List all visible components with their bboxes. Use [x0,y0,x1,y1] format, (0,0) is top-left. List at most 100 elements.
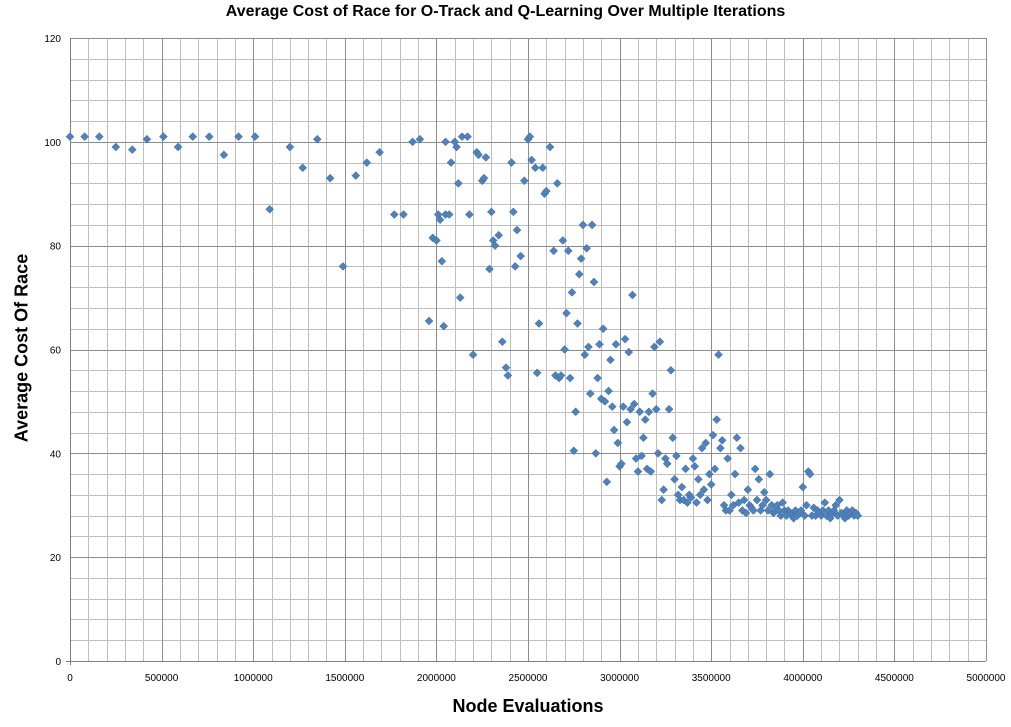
data-point [802,500,811,510]
y-tick-label: 120 [44,34,61,45]
data-point [750,464,760,474]
y-tick-label: 20 [50,553,62,564]
data-point [688,454,698,463]
data-point [593,373,602,383]
data-point [580,350,590,360]
data-point [441,137,450,147]
data-point [389,210,399,219]
data-point [573,319,582,328]
data-point [668,433,678,443]
data-point [690,461,700,471]
data-point [730,469,740,479]
data-point [188,132,198,141]
data-point [752,495,762,505]
data-point [646,467,656,476]
x-tick-label: 4500000 [875,673,914,684]
data-point [697,443,707,453]
data-point [552,179,562,188]
data-point [408,137,417,147]
data-point [683,498,692,508]
data-point [487,207,496,217]
x-tick-label: 2000000 [417,673,456,684]
data-point [714,350,723,360]
data-point [761,495,771,505]
data-point [820,498,830,508]
data-point [611,339,621,349]
data-point [444,210,454,219]
data-point [613,438,623,448]
x-tick-label: 500000 [145,673,179,684]
data-point [602,477,612,487]
data-point [298,163,308,173]
data-point [569,446,579,456]
data-point [708,430,718,440]
data-point [479,173,489,183]
gridlines [70,38,987,662]
data-point [853,511,863,520]
x-axis-label: Node Evaluations [452,696,604,716]
data-point [571,407,580,417]
data-point [835,495,844,505]
data-point [633,467,643,476]
data-point [629,399,639,409]
data-point [622,417,632,427]
data-point [778,498,788,508]
data-point [399,210,408,219]
data-point [497,337,507,347]
data-point [527,155,537,165]
data-point [725,506,734,515]
data-point [351,171,361,180]
data-point [754,474,764,484]
data-point [494,230,504,240]
data-point [628,290,637,300]
data-point [726,490,736,500]
data-point [545,142,555,152]
data-point [701,438,711,448]
data-point [465,210,474,219]
data-point [589,277,599,287]
data-point [800,511,809,520]
x-tick-label: 1000000 [234,673,273,684]
y-tick-label: 40 [50,449,62,460]
data-point [705,469,714,479]
data-point [424,316,434,326]
data-point [694,474,703,484]
data-point [655,337,665,347]
data-point [796,506,806,515]
data-point [265,204,275,214]
data-point [530,163,540,173]
data-point [743,485,753,495]
data-point [510,262,520,271]
data-point [485,264,494,274]
data-point [648,389,657,398]
data-point [512,225,522,235]
data-point [439,321,449,331]
data-point [481,153,491,162]
data-point [574,269,584,279]
data-point [576,254,586,263]
data-point [805,469,815,479]
data-point [584,342,593,352]
data-point [716,443,725,453]
data-point [637,451,646,461]
data-point [80,132,90,141]
data-point [681,464,690,474]
y-tick-label: 60 [50,346,62,357]
data-point [435,215,445,225]
data-point [598,324,608,334]
y-tick-label: 0 [55,657,61,668]
tick-labels: 0 500000 1000000 1500000 2000000 2500000 30000… [44,34,1006,684]
data-points [65,132,863,523]
data-point [606,355,615,365]
data-point [699,485,709,495]
data-point [567,288,577,297]
data-point [666,365,676,375]
data-point [710,464,720,474]
data-point [624,347,634,357]
data-point [468,350,478,360]
data-point [664,404,674,414]
x-tick-label: 4000000 [783,673,822,684]
data-point [127,145,137,154]
data-point [635,407,645,417]
data-point [651,404,661,414]
